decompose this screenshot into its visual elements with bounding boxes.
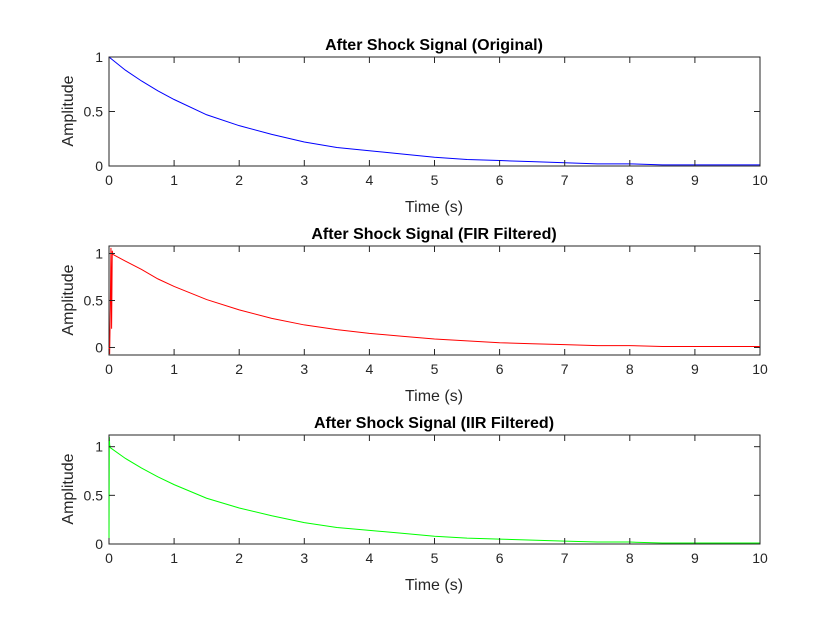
plot-area xyxy=(108,245,761,356)
y-tick-label: 0 xyxy=(95,339,103,355)
x-tick-label: 7 xyxy=(561,172,569,188)
x-tick-label: 10 xyxy=(752,361,768,377)
x-tick-label: 6 xyxy=(496,550,504,566)
plot-area xyxy=(108,56,761,167)
x-tick-label: 7 xyxy=(561,550,569,566)
y-tick-label: 0.5 xyxy=(84,293,104,309)
y-tick-label: 0.5 xyxy=(84,487,104,503)
x-tick-label: 4 xyxy=(366,550,374,566)
y-axis-label: Amplitude xyxy=(60,264,77,335)
x-tick-label: 10 xyxy=(752,172,768,188)
x-tick-label: 7 xyxy=(561,361,569,377)
y-axis-label: Amplitude xyxy=(60,75,77,146)
x-tick-label: 6 xyxy=(496,361,504,377)
x-tick-label: 8 xyxy=(626,361,634,377)
subplot-fir-filtered: After Shock Signal (FIR Filtered) Time (… xyxy=(60,226,768,405)
x-tick-label: 8 xyxy=(626,172,634,188)
x-tick-label: 0 xyxy=(105,550,113,566)
x-axis-label: Time (s) xyxy=(405,577,463,594)
y-tick-label: 1 xyxy=(95,439,103,455)
x-tick-label: 1 xyxy=(170,172,178,188)
x-axis-label: Time (s) xyxy=(405,199,463,216)
x-tick-label: 6 xyxy=(496,172,504,188)
x-tick-label: 8 xyxy=(626,550,634,566)
x-tick-label: 9 xyxy=(691,361,699,377)
x-tick-label: 4 xyxy=(366,172,374,188)
subplot-title: After Shock Signal (FIR Filtered) xyxy=(311,226,556,243)
x-tick-label: 0 xyxy=(105,361,113,377)
x-tick-label: 2 xyxy=(235,172,243,188)
x-axis-label: Time (s) xyxy=(405,388,463,405)
x-tick-label: 5 xyxy=(431,172,439,188)
y-tick-label: 0.5 xyxy=(84,104,104,120)
subplot-iir-filtered: After Shock Signal (IIR Filtered) Time (… xyxy=(60,415,768,594)
x-tick-label: 1 xyxy=(170,361,178,377)
x-tick-label: 0 xyxy=(105,172,113,188)
subplot-title: After Shock Signal (IIR Filtered) xyxy=(314,415,554,432)
x-tick-label: 1 xyxy=(170,550,178,566)
x-tick-label: 5 xyxy=(431,361,439,377)
series-line xyxy=(108,247,760,355)
x-tick-label: 2 xyxy=(235,550,243,566)
subplot-original: After Shock Signal (Original) Time (s) A… xyxy=(60,37,768,216)
y-axis-label: Amplitude xyxy=(60,453,77,524)
x-tick-label: 9 xyxy=(691,172,699,188)
y-tick-label: 0 xyxy=(95,536,103,552)
x-tick-label: 4 xyxy=(366,361,374,377)
x-tick-label: 3 xyxy=(300,361,308,377)
y-tick-label: 0 xyxy=(95,158,103,174)
x-tick-label: 3 xyxy=(300,172,308,188)
x-tick-label: 9 xyxy=(691,550,699,566)
subplot-title: After Shock Signal (Original) xyxy=(325,37,543,54)
y-tick-label: 1 xyxy=(95,49,103,65)
series-line xyxy=(108,56,760,166)
x-tick-label: 10 xyxy=(752,550,768,566)
y-tick-label: 1 xyxy=(95,246,103,262)
x-tick-label: 2 xyxy=(235,361,243,377)
x-tick-label: 3 xyxy=(300,550,308,566)
series-line xyxy=(108,436,760,545)
x-tick-label: 5 xyxy=(431,550,439,566)
plot-area xyxy=(108,434,761,545)
